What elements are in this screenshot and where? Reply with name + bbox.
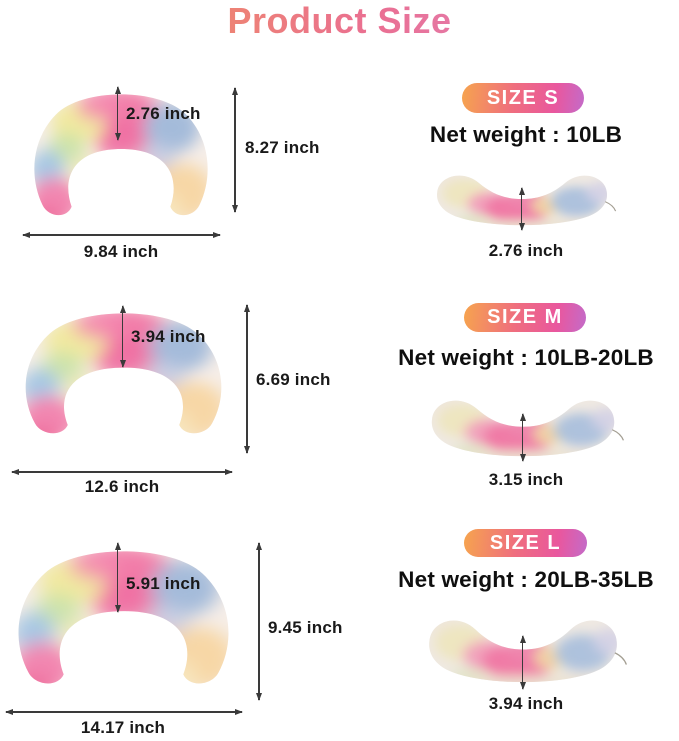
size-l-badge: SIZE L xyxy=(464,529,587,557)
size-l-badge-label: SIZE L xyxy=(489,531,562,554)
net-weight-m: Net weight : 10LB-20LB xyxy=(398,345,654,370)
pillow-side-image xyxy=(426,160,617,234)
bottom-width-label: 14.17 inch xyxy=(80,718,166,737)
bottom-width-label: 9.84 inch xyxy=(83,242,159,261)
net-weight-s: Net weight : 10LB xyxy=(429,122,623,147)
side-thickness-dimension-line xyxy=(522,636,523,689)
size-m-badge-label: SIZE M xyxy=(487,306,563,328)
net-weight-l: Net weight : 20LB-35LB xyxy=(398,567,654,592)
pillow-front-image xyxy=(14,303,233,451)
side-height-dimension-line xyxy=(246,305,248,453)
inner-height-dimension-line xyxy=(117,543,118,612)
side-thickness-dimension-line xyxy=(522,414,523,461)
side-thickness-dimension-line xyxy=(521,188,522,230)
bottom-width-dimension-line xyxy=(23,234,220,236)
inner-height-dimension-line xyxy=(117,87,118,140)
bottom-width-label: 12.6 inch xyxy=(84,477,160,496)
side-height-label: 8.27 inch xyxy=(245,138,320,157)
pillow-front-image xyxy=(6,540,241,703)
side-height-label: 9.45 inch xyxy=(268,618,343,637)
page-title: Product Size xyxy=(0,0,679,42)
inner-height-label: 5.91 inch xyxy=(126,574,201,593)
size-m-badge: SIZE M xyxy=(464,303,586,332)
side-height-dimension-line xyxy=(234,88,236,212)
side-thickness-label: 3.15 inch xyxy=(488,470,564,489)
pillow-side-image xyxy=(417,601,627,693)
inner-height-label: 3.94 inch xyxy=(131,327,206,346)
inner-height-label: 2.76 inch xyxy=(126,104,201,123)
side-thickness-label: 3.94 inch xyxy=(488,694,564,713)
inner-height-dimension-line xyxy=(122,306,123,367)
size-s-badge-label: SIZE S xyxy=(486,86,560,109)
side-thickness-label: 2.76 inch xyxy=(488,241,564,260)
bottom-width-dimension-line xyxy=(6,711,242,713)
size-s-badge: SIZE S xyxy=(462,83,584,113)
side-height-label: 6.69 inch xyxy=(256,370,331,389)
pillow-side-image xyxy=(420,383,625,466)
side-height-dimension-line xyxy=(258,543,260,700)
bottom-width-dimension-line xyxy=(12,471,232,473)
